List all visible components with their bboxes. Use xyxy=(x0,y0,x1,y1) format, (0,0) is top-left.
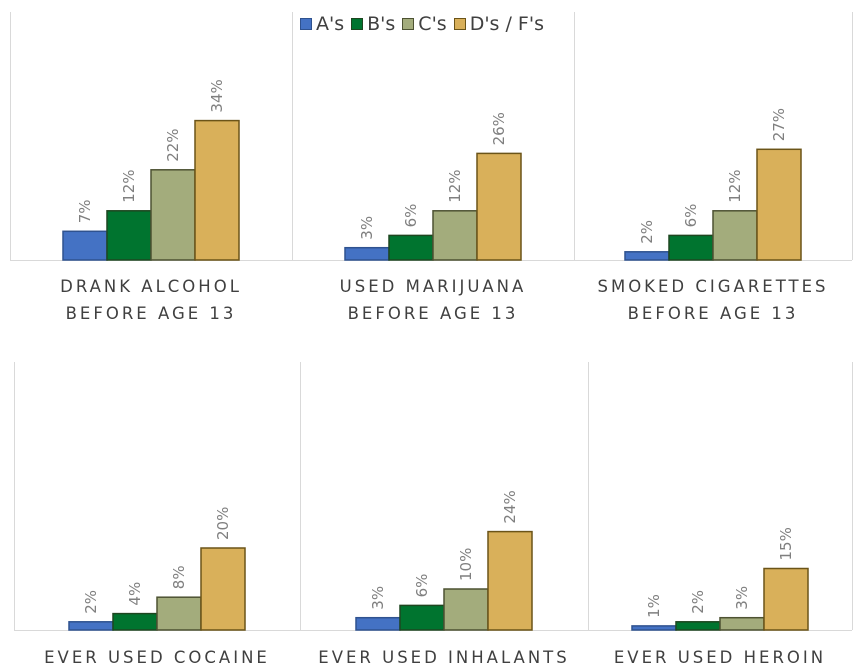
category-label: SMOKED CIGARETTES xyxy=(597,277,828,296)
data-label: 2% xyxy=(82,590,100,614)
category-label: EVER USED HEROIN xyxy=(614,648,826,665)
legend-item-c: C's xyxy=(402,13,447,35)
category-label: BEFORE AGE 13 xyxy=(348,304,519,323)
data-label: 4% xyxy=(126,582,144,606)
bar-df xyxy=(756,148,802,261)
legend-swatch-c xyxy=(402,18,415,30)
data-label: 1% xyxy=(645,594,663,618)
data-label: 12% xyxy=(726,169,744,202)
panel-3: 2% 6% 12% 27% SMOKED CIGARETTES BEFORE AGE 13 xyxy=(574,12,853,323)
panel-5: 3% 6% 10% 24% EVER USED INHALANTS xyxy=(300,362,588,665)
bar-df xyxy=(476,152,522,261)
data-label: 2% xyxy=(689,590,707,614)
legend-label-b: B's xyxy=(367,13,396,35)
legend: A's B's C's D's / F's xyxy=(300,13,551,35)
category-label: BEFORE AGE 13 xyxy=(66,304,237,323)
bar-a xyxy=(355,616,401,631)
category-label: EVER USED COCAINE xyxy=(44,648,270,665)
data-label: 7% xyxy=(76,200,94,224)
category-label: USED MARIJUANA xyxy=(340,277,527,296)
bar-b xyxy=(668,234,714,261)
bar-df xyxy=(194,119,240,261)
bar-c xyxy=(432,210,478,261)
data-label: 12% xyxy=(446,169,464,202)
legend-label-df: D's / F's xyxy=(469,13,544,35)
category-label: DRANK ALCOHOL xyxy=(60,277,242,296)
bar-c xyxy=(712,210,758,261)
category-label: BEFORE AGE 13 xyxy=(628,304,799,323)
data-label: 20% xyxy=(214,507,232,540)
data-label: 8% xyxy=(170,565,188,589)
data-label: 22% xyxy=(164,128,182,161)
bar-b xyxy=(675,621,721,631)
bar-a xyxy=(624,251,670,261)
data-label: 3% xyxy=(369,586,387,610)
bar-c xyxy=(150,169,196,261)
legend-item-a: A's xyxy=(300,13,344,35)
data-label: 24% xyxy=(501,490,519,523)
bar-df xyxy=(200,547,246,631)
panel-4: 2% 4% 8% 20% EVER USED COCAINE xyxy=(14,362,300,665)
panel-1: 7% 12% 22% 34% DRANK ALCOHOL BEFORE AGE 13 xyxy=(10,12,292,323)
legend-label-a: A's xyxy=(316,13,345,35)
bar-a xyxy=(344,246,390,261)
data-label: 34% xyxy=(208,79,226,112)
data-label: 10% xyxy=(457,548,475,581)
legend-item-df: D's / F's xyxy=(453,13,544,35)
bar-df xyxy=(763,567,809,631)
bar-a xyxy=(68,621,114,631)
bar-b xyxy=(388,234,434,261)
data-label: 6% xyxy=(402,204,420,228)
data-label: 6% xyxy=(413,574,431,598)
legend-swatch-df xyxy=(453,18,466,30)
data-label: 15% xyxy=(777,527,795,560)
legend-label-c: C's xyxy=(418,13,447,35)
bar-c xyxy=(443,588,489,631)
bar-b xyxy=(106,210,152,261)
bar-a xyxy=(62,230,108,261)
bar-a xyxy=(631,625,677,631)
bar-c xyxy=(156,596,202,631)
legend-swatch-b xyxy=(351,18,364,30)
data-label: 26% xyxy=(490,112,508,145)
data-label: 6% xyxy=(682,204,700,228)
category-label: EVER USED INHALANTS xyxy=(318,648,569,665)
bar-df xyxy=(487,530,533,631)
legend-item-b: B's xyxy=(351,13,395,35)
panel-6: 1% 2% 3% 15% EVER USED HEROIN xyxy=(588,362,853,665)
legend-swatch-a xyxy=(300,18,312,30)
bar-b xyxy=(399,604,445,631)
panel-2: 3% 6% 12% 26% USED MARIJUANA BEFORE AGE 13 xyxy=(292,12,574,323)
data-label: 12% xyxy=(120,169,138,202)
bar-b xyxy=(112,612,158,631)
data-label: 3% xyxy=(358,216,376,240)
bar-c xyxy=(719,616,765,631)
data-label: 27% xyxy=(770,108,788,141)
data-label: 3% xyxy=(733,586,751,610)
data-label: 2% xyxy=(638,220,656,244)
